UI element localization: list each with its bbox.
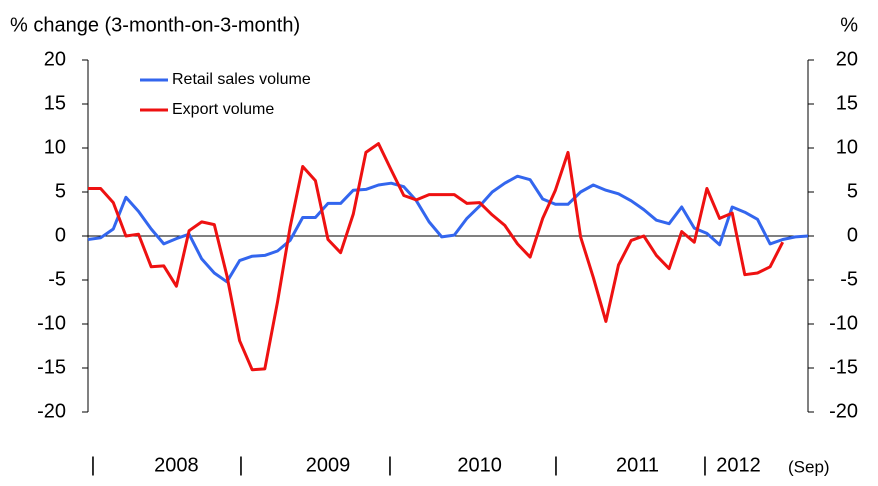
legend-label: Retail sales volume <box>172 71 311 88</box>
y2-axis-label: % <box>840 14 858 36</box>
y-tick-label: 15 <box>44 92 66 114</box>
y2-tick-label: -5 <box>840 268 858 290</box>
y2-tick-label: -10 <box>829 312 858 334</box>
separator: | <box>238 454 243 476</box>
separator: | <box>702 454 707 476</box>
y-tick-label: -10 <box>37 312 66 334</box>
y-tick-label: 5 <box>55 180 66 202</box>
y-tick-label: 20 <box>44 48 66 70</box>
separator: | <box>387 454 392 476</box>
x-tick-label: 2012 <box>716 454 761 476</box>
y2-tick-label: -20 <box>829 400 858 422</box>
y-tick-label: -15 <box>37 356 66 378</box>
series-line <box>87 174 809 284</box>
y2-tick-label: 20 <box>836 48 858 70</box>
annotation: (Sep) <box>788 457 830 476</box>
x-tick-label: 2008 <box>154 454 199 476</box>
y2-tick-label: 15 <box>836 92 858 114</box>
y-tick-label: 10 <box>44 136 66 158</box>
y-tick-label: -5 <box>48 268 66 290</box>
separator: | <box>90 454 95 476</box>
y2-tick-label: 0 <box>847 224 858 246</box>
series-line <box>88 142 785 372</box>
y2-tick-label: 10 <box>836 136 858 158</box>
x-tick-label: 2010 <box>457 454 502 476</box>
x-tick-label: 2009 <box>306 454 351 476</box>
y2-tick-label: 5 <box>847 180 858 202</box>
chart-title: % change (3-month-on-3-month) <box>10 14 300 36</box>
legend-label: Export volume <box>172 101 274 118</box>
y-tick-label: -20 <box>37 400 66 422</box>
y2-tick-label: -15 <box>829 356 858 378</box>
x-tick-label: 2011 <box>616 454 659 476</box>
separator: | <box>553 454 558 476</box>
y-tick-label: 0 <box>55 224 66 246</box>
year-separators: | | | | | <box>90 454 707 476</box>
